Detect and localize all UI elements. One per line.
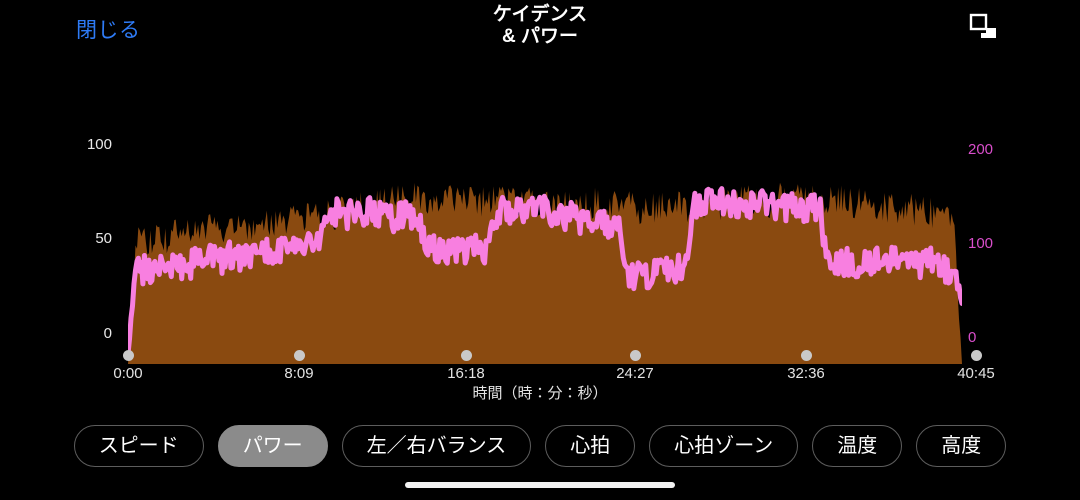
page-title-line1: ケイデンス <box>492 4 588 25</box>
y-right-tick-200: 200 <box>968 141 994 158</box>
x-tick-label-3: 24:27 <box>616 365 654 382</box>
home-indicator <box>405 482 675 488</box>
metric-chip-3[interactable]: 心拍 <box>545 425 636 467</box>
metric-chip-5[interactable]: 温度 <box>812 425 903 467</box>
metric-chip-row: スピード パワー 左／右バランス 心拍 心拍ゾーン 温度 高度 <box>0 423 1080 469</box>
x-axis-title: 時間（時：分：秒） <box>472 385 608 402</box>
rotate-screen-icon[interactable] <box>968 12 1004 42</box>
x-tick-dot-0 <box>123 350 134 361</box>
x-tick-dot-4 <box>801 350 812 361</box>
x-tick-label-5: 40:45 <box>957 365 995 382</box>
x-tick-dot-3 <box>630 350 641 361</box>
y-left-tick-0: 0 <box>103 325 112 342</box>
close-button[interactable]: 閉じる <box>76 14 141 44</box>
x-tick-label-0: 0:00 <box>113 365 143 382</box>
metric-chip-0[interactable]: スピード <box>73 425 204 467</box>
x-tick-dot-1 <box>294 350 305 361</box>
header-bar: 閉じる ケイデンス & パワー <box>0 0 1080 62</box>
chart-plot-area[interactable] <box>128 142 962 364</box>
cadence-area-series <box>128 182 962 364</box>
y-right-tick-0: 0 <box>968 329 977 346</box>
chart-svg <box>128 182 962 364</box>
x-tick-dot-5 <box>971 350 982 361</box>
metric-chip-4[interactable]: 心拍ゾーン <box>649 425 799 467</box>
x-tick-label-1: 8:09 <box>284 365 314 382</box>
metric-chip-2[interactable]: 左／右バランス <box>341 425 532 467</box>
page-title: ケイデンス & パワー <box>0 4 1080 48</box>
y-right-tick-100: 100 <box>968 235 994 252</box>
y-left-tick-50: 50 <box>95 230 112 247</box>
x-tick-label-2: 16:18 <box>447 365 485 382</box>
metric-chip-1[interactable]: パワー <box>217 425 328 467</box>
metric-chip-6[interactable]: 高度 <box>916 425 1007 467</box>
page-title-line2: & パワー <box>501 26 578 47</box>
chart-container: 100 50 0 200 100 0 0:00 8:09 16:18 24:27… <box>0 120 1080 420</box>
x-tick-dot-2 <box>461 350 472 361</box>
x-tick-label-4: 32:36 <box>787 365 825 382</box>
y-left-tick-100: 100 <box>86 136 112 153</box>
power-line-series <box>128 189 962 354</box>
